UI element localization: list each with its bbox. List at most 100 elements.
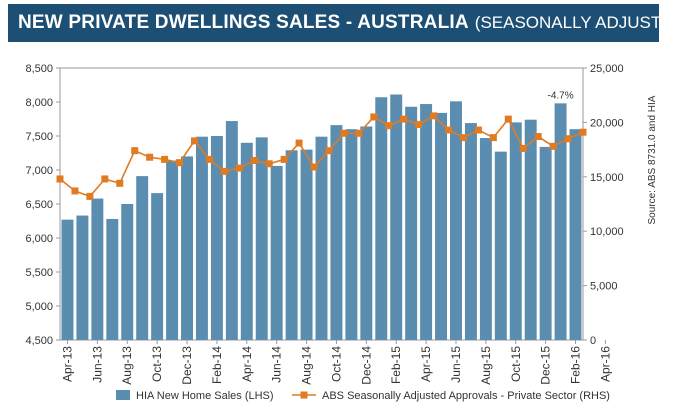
approvals-marker xyxy=(385,122,393,130)
approvals-marker xyxy=(295,139,303,147)
sales-bar xyxy=(76,215,89,340)
sales-bar xyxy=(270,165,283,340)
approvals-marker xyxy=(71,187,79,195)
x-axis-tick-label: Jun-15 xyxy=(449,346,463,383)
x-axis-tick-label: Apr-16 xyxy=(598,346,612,382)
sales-bar xyxy=(345,129,358,340)
sales-bar xyxy=(195,136,208,340)
approvals-marker xyxy=(190,137,198,145)
approvals-marker xyxy=(205,155,213,163)
source-note: Source: ABS 8731.0 and HIA xyxy=(647,95,658,224)
legend-line-marker xyxy=(300,391,308,399)
approvals-marker xyxy=(101,175,109,183)
x-axis-tick-label: Aug-13 xyxy=(120,346,134,385)
left-axis-tick-label: 4,500 xyxy=(25,335,53,347)
approvals-marker xyxy=(534,133,542,141)
approvals-marker xyxy=(325,147,333,155)
sales-bar xyxy=(61,219,74,340)
x-axis-tick-label: Feb-15 xyxy=(389,346,403,384)
x-axis-tick-label: Jun-14 xyxy=(270,346,284,383)
approvals-marker xyxy=(370,113,378,121)
sales-bar xyxy=(210,136,223,340)
x-axis-tick-label: Oct-13 xyxy=(150,346,164,382)
approvals-marker xyxy=(220,167,228,175)
left-axis-tick-label: 6,000 xyxy=(25,233,53,245)
sales-bar xyxy=(121,204,134,340)
sales-bar xyxy=(494,151,507,340)
sales-bar xyxy=(405,106,418,340)
approvals-marker xyxy=(519,145,527,153)
x-axis-tick-label: Dec-14 xyxy=(359,346,373,385)
x-axis-tick-label: Jun-13 xyxy=(90,346,104,383)
right-axis-tick-label: 10,000 xyxy=(590,226,624,238)
left-axis-tick-label: 5,000 xyxy=(25,301,53,313)
right-axis-tick-label: 0 xyxy=(590,335,596,347)
left-axis-tick-label: 7,500 xyxy=(25,131,53,143)
right-axis-tick-label: 20,000 xyxy=(590,117,624,129)
sales-bar xyxy=(225,121,238,340)
approvals-marker xyxy=(116,179,124,187)
approvals-marker xyxy=(504,115,512,123)
sales-bar xyxy=(255,137,268,340)
sales-bar xyxy=(151,193,164,340)
x-axis-tick-label: Oct-14 xyxy=(329,346,343,382)
x-axis-tick-label: Apr-13 xyxy=(60,346,74,382)
sales-bar xyxy=(479,138,492,340)
sales-bar xyxy=(91,198,104,340)
sales-bar xyxy=(554,103,567,340)
sales-bar xyxy=(524,119,537,341)
approvals-marker xyxy=(400,115,408,123)
sales-bar xyxy=(106,218,119,340)
right-axis-tick-label: 15,000 xyxy=(590,172,624,184)
left-axis-tick-label: 8,000 xyxy=(25,97,53,109)
approvals-marker xyxy=(176,159,184,167)
change-annotation: -4.7% xyxy=(548,90,574,101)
sales-bar xyxy=(300,149,313,340)
approvals-marker xyxy=(86,192,94,200)
sales-bar xyxy=(166,160,179,340)
legend-bar-swatch xyxy=(116,390,130,400)
legend-bar-label: HIA New Home Sales (LHS) xyxy=(136,390,274,402)
left-axis-tick-label: 8,500 xyxy=(25,63,53,75)
sales-bar xyxy=(136,176,149,340)
approvals-marker xyxy=(310,163,318,171)
x-axis-tick-label: Apr-14 xyxy=(240,346,254,382)
right-axis-tick-label: 25,000 xyxy=(590,63,624,75)
approvals-marker xyxy=(415,121,423,129)
chart-title-bar: NEW PRIVATE DWELLINGS SALES - AUSTRALIA … xyxy=(8,4,685,42)
x-axis-tick-label: Aug-15 xyxy=(479,346,493,385)
sales-bar xyxy=(240,142,253,340)
approvals-marker xyxy=(474,126,482,134)
left-axis-tick-label: 6,500 xyxy=(25,199,53,211)
approvals-marker xyxy=(131,147,139,155)
sales-bar xyxy=(435,112,448,340)
sales-bar xyxy=(569,129,582,340)
sales-bar xyxy=(285,150,298,340)
approvals-marker xyxy=(250,156,258,164)
approvals-marker xyxy=(235,164,243,172)
x-axis-tick-label: Apr-15 xyxy=(419,346,433,382)
approvals-marker xyxy=(445,126,453,134)
x-axis-tick-label: Dec-15 xyxy=(539,346,553,385)
sales-bar xyxy=(181,156,193,340)
sales-bar xyxy=(330,125,343,341)
sales-bar xyxy=(539,146,552,340)
x-axis-tick-label: Aug-14 xyxy=(300,346,314,385)
x-axis-tick-label: Oct-15 xyxy=(509,346,523,382)
approvals-marker xyxy=(355,129,363,137)
approvals-marker xyxy=(564,135,572,143)
x-axis-tick-label: Dec-13 xyxy=(180,346,194,385)
sales-bar xyxy=(464,123,477,340)
sales-bar xyxy=(509,122,522,341)
approvals-marker xyxy=(56,175,64,183)
sales-bar xyxy=(390,94,403,341)
x-axis-tick-label: Feb-16 xyxy=(569,346,583,384)
chart-title: NEW PRIVATE DWELLINGS SALES - AUSTRALIA xyxy=(18,12,469,33)
approvals-marker xyxy=(146,153,154,161)
x-axis-tick-label: Feb-14 xyxy=(210,346,224,384)
left-axis-tick-label: 7,000 xyxy=(25,165,53,177)
approvals-marker xyxy=(489,134,497,142)
right-axis-tick-label: 5,000 xyxy=(590,281,618,293)
left-axis-tick-label: 5,500 xyxy=(25,267,53,279)
